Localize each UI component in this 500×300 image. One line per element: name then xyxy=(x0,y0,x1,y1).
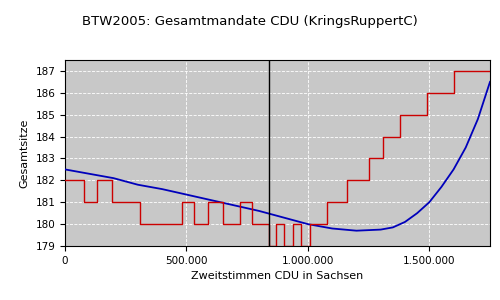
X-axis label: Zweitstimmen CDU in Sachsen: Zweitstimmen CDU in Sachsen xyxy=(192,271,364,281)
Y-axis label: Gesamtsitze: Gesamtsitze xyxy=(20,118,30,188)
Text: BTW2005: Gesamtmandate CDU (KringsRuppertC): BTW2005: Gesamtmandate CDU (KringsRupper… xyxy=(82,15,418,28)
